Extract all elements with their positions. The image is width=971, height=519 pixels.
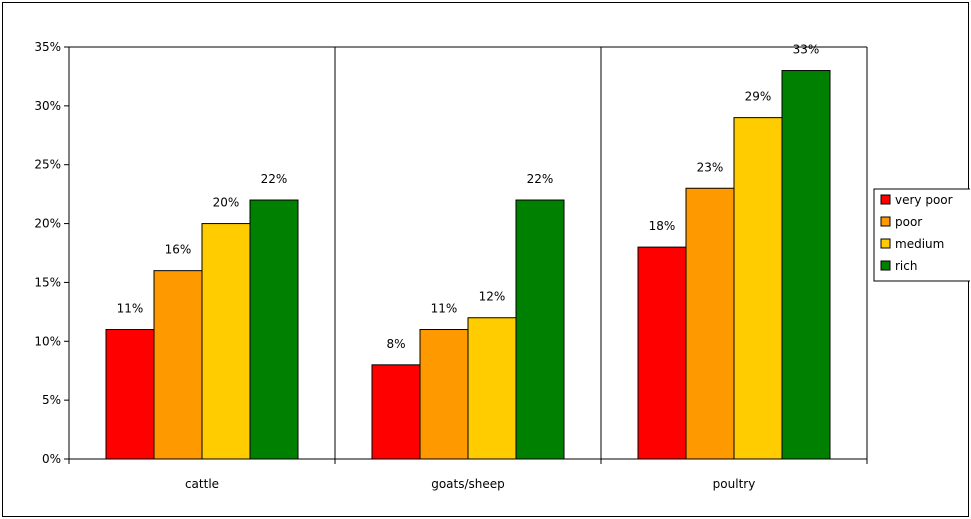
legend-label-very-poor: very poor (895, 193, 953, 207)
bar-medium-poultry (733, 117, 783, 460)
legend-swatch-poor (880, 216, 891, 227)
plot-area: 0% 5% 10% 15% 20% 25% 30% 35% cattle 11% 16% 20% 22%… (34, 40, 868, 491)
y-tick-label: 25% (34, 158, 61, 172)
bar-chart: 0% 5% 10% 15% 20% 25% 30% 35% cattle 11% 16% 20% 22%… (34, 40, 970, 491)
bar-poor-goats-sheep (419, 329, 469, 460)
bar-very-poor-goats-sheep (371, 364, 421, 460)
legend-swatch-medium (880, 238, 891, 249)
bar-rich-poultry (781, 70, 831, 460)
y-tick-label: 30% (34, 99, 61, 113)
data-label: 22% (527, 172, 554, 186)
y-tick-label: 15% (34, 275, 61, 289)
legend: very poor poor medium rich (873, 188, 970, 282)
bar-rich-cattle (249, 199, 299, 460)
y-tick-label: 35% (34, 40, 61, 54)
bar-poor-poultry (685, 187, 735, 460)
legend-swatch-very-poor (880, 194, 891, 205)
x-category-label: poultry (713, 477, 756, 491)
data-label: 8% (386, 337, 405, 351)
data-label: 22% (261, 172, 288, 186)
data-label: 11% (431, 302, 458, 316)
data-label: 18% (649, 219, 676, 233)
y-tick-label: 0% (42, 452, 61, 466)
legend-swatch-rich (880, 260, 891, 271)
data-label: 20% (213, 196, 240, 210)
bar-very-poor-poultry (637, 246, 687, 460)
bar-medium-goats-sheep (467, 317, 517, 460)
data-label: 23% (697, 160, 724, 174)
data-label: 16% (165, 243, 192, 257)
bar-very-poor-cattle (105, 329, 155, 460)
data-label: 12% (479, 290, 506, 304)
data-label: 33% (793, 43, 820, 57)
bar-rich-goats-sheep (515, 199, 565, 460)
data-label: 29% (745, 90, 772, 104)
bar-medium-cattle (201, 223, 251, 460)
bar-poor-cattle (153, 270, 203, 460)
y-tick-label: 10% (34, 334, 61, 348)
legend-label-poor: poor (895, 215, 922, 229)
x-category-label: goats/sheep (431, 477, 505, 491)
y-tick-label: 5% (42, 393, 61, 407)
legend-label-rich: rich (895, 259, 917, 273)
x-category-label: cattle (185, 477, 219, 491)
data-label: 11% (117, 302, 144, 316)
legend-label-medium: medium (895, 237, 944, 251)
y-tick-label: 20% (34, 217, 61, 231)
